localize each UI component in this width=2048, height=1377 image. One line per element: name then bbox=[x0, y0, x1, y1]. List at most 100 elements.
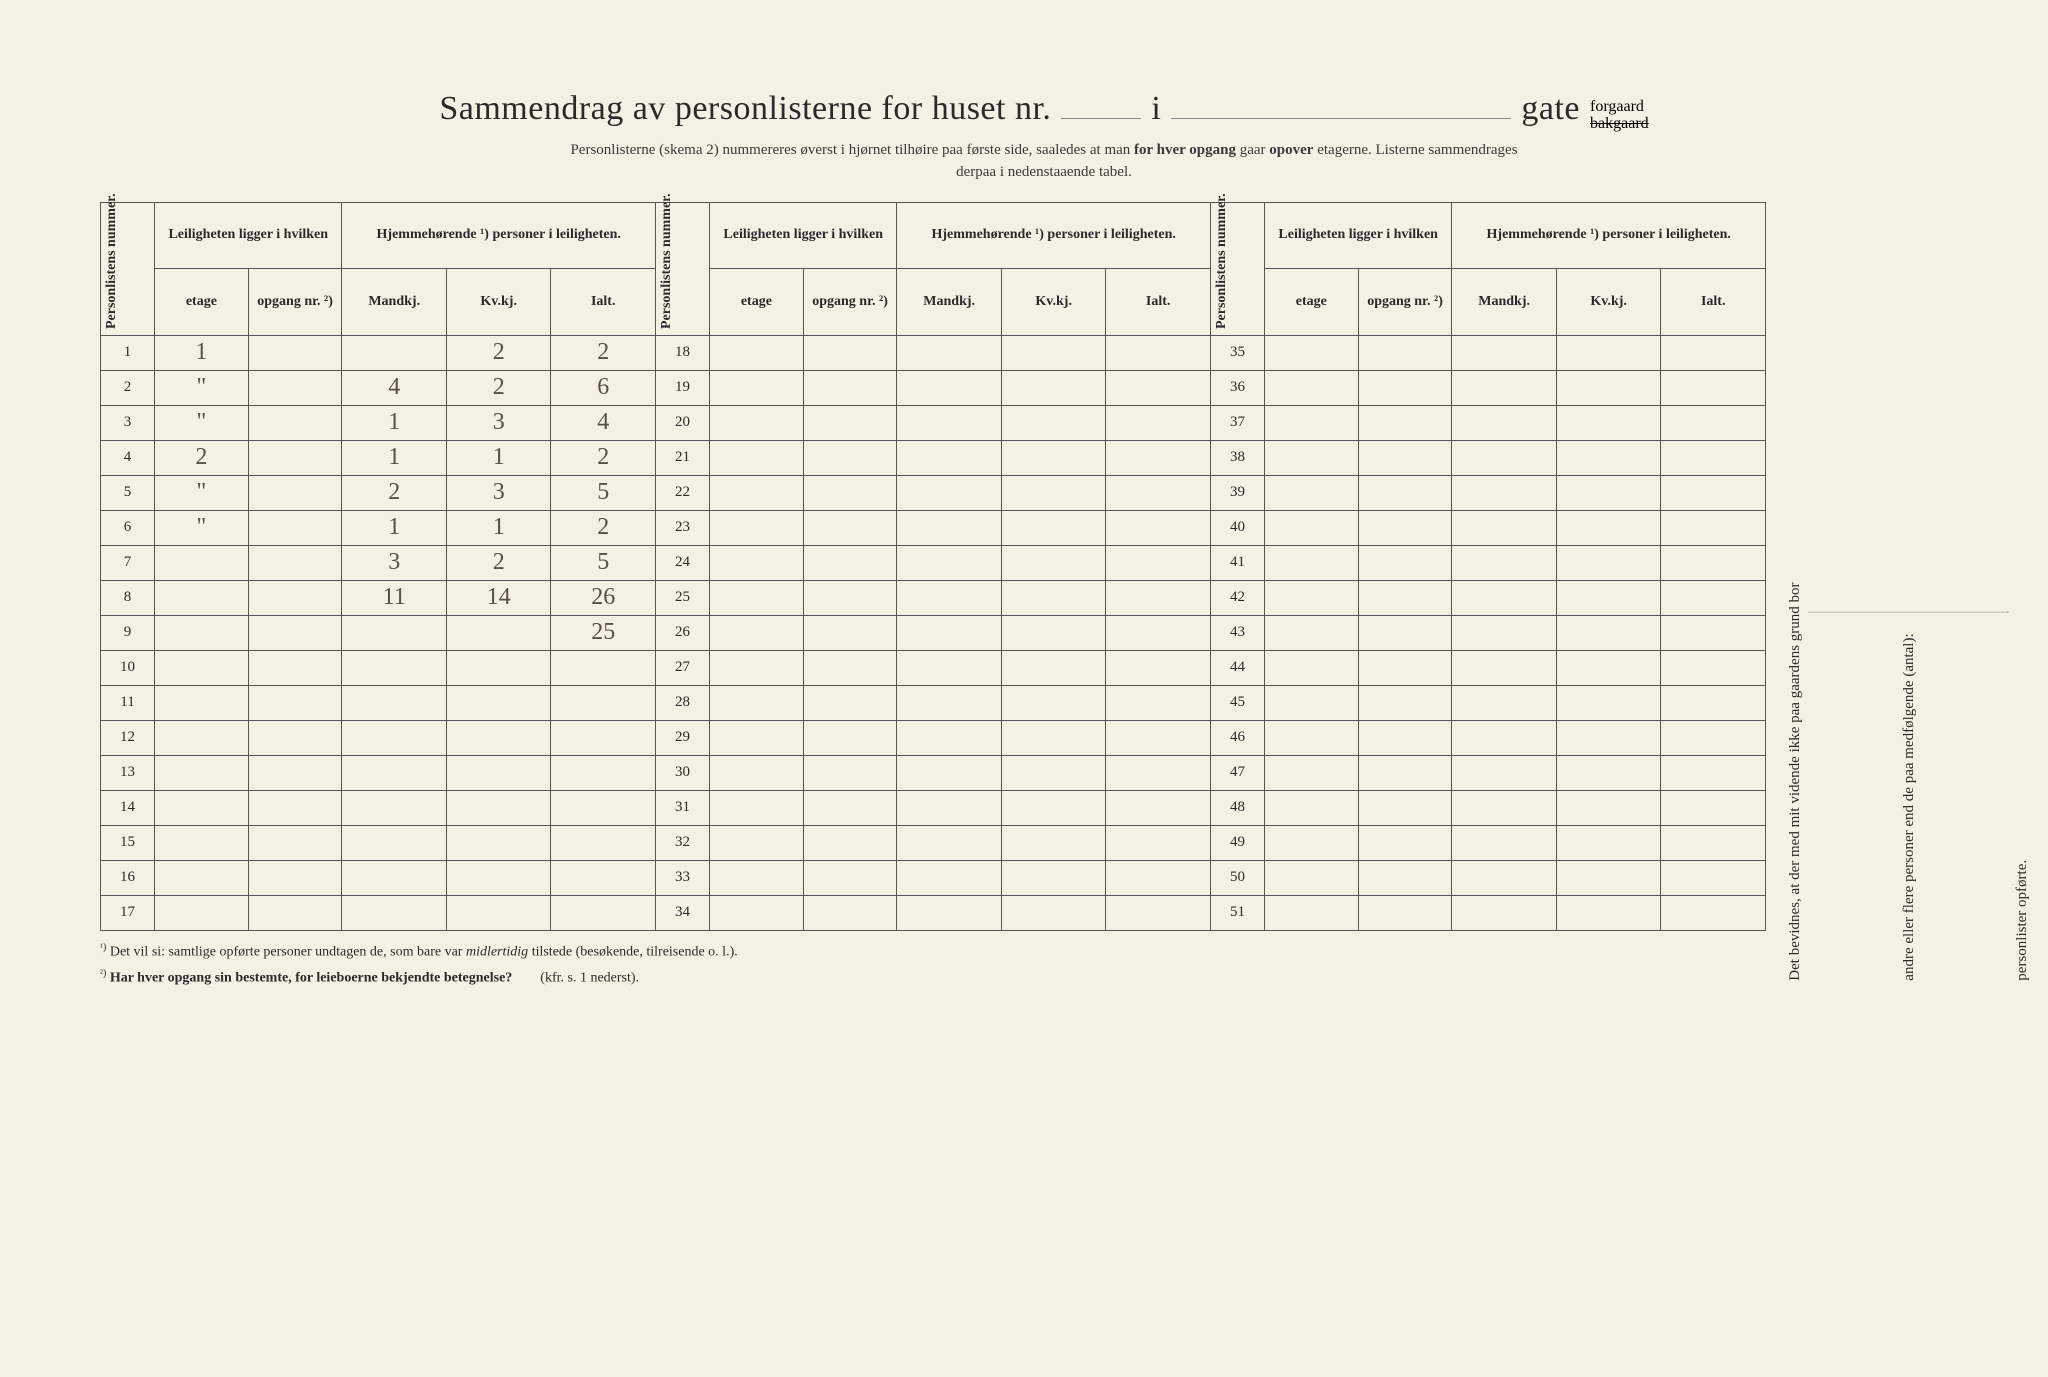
cell bbox=[1661, 860, 1766, 895]
col-personlistens-b: Personlistens nummer. bbox=[655, 202, 709, 335]
cell: 2 bbox=[101, 370, 155, 405]
cell bbox=[248, 720, 342, 755]
col-opgang-c: opgang nr. ²) bbox=[1358, 269, 1452, 336]
cell: 48 bbox=[1210, 790, 1264, 825]
cell: 12 bbox=[101, 720, 155, 755]
cell bbox=[1358, 440, 1452, 475]
gate-suffix: forgaard bakgaard bbox=[1590, 98, 1649, 133]
cell bbox=[342, 685, 447, 720]
cell: 3 bbox=[101, 405, 155, 440]
cell: 27 bbox=[655, 650, 709, 685]
footnote1-b: tilstede (besøkende, tilreisende o. l.). bbox=[532, 945, 738, 960]
cell: 22 bbox=[655, 475, 709, 510]
cell: 4 bbox=[551, 405, 656, 440]
cell bbox=[342, 650, 447, 685]
cell: " bbox=[155, 370, 249, 405]
cell bbox=[803, 720, 897, 755]
cell bbox=[1358, 510, 1452, 545]
cell bbox=[248, 650, 342, 685]
cell bbox=[155, 860, 249, 895]
cell bbox=[710, 405, 804, 440]
cell bbox=[1358, 755, 1452, 790]
table-row: 73252441 bbox=[101, 545, 1766, 580]
cell bbox=[1661, 370, 1766, 405]
col-mandkj-c: Mandkj. bbox=[1452, 269, 1557, 336]
cell bbox=[1001, 650, 1106, 685]
cell bbox=[710, 475, 804, 510]
cell bbox=[710, 755, 804, 790]
cell bbox=[897, 615, 1002, 650]
cell bbox=[446, 895, 551, 930]
table-row: 11221835 bbox=[101, 335, 1766, 370]
cell bbox=[1452, 475, 1557, 510]
cell bbox=[1452, 790, 1557, 825]
content-row: Personlistens nummer. Leiligheten ligger… bbox=[100, 202, 1988, 991]
cell bbox=[342, 825, 447, 860]
col-leiligheten-c: Leiligheten ligger i hvilken bbox=[1264, 202, 1451, 269]
col-ialt-b: Ialt. bbox=[1106, 269, 1211, 336]
cell bbox=[1106, 755, 1211, 790]
cell bbox=[342, 895, 447, 930]
cell bbox=[1661, 510, 1766, 545]
cell: 1 bbox=[342, 440, 447, 475]
cell bbox=[1661, 615, 1766, 650]
cell bbox=[1264, 580, 1358, 615]
footnote2: Har hver opgang sin bestemte, for leiebo… bbox=[110, 970, 512, 985]
census-form-page: Sammendrag av personlisterne for huset n… bbox=[0, 0, 2048, 1377]
cell bbox=[1106, 650, 1211, 685]
cell bbox=[803, 685, 897, 720]
cell bbox=[1661, 755, 1766, 790]
col-ialt-c: Ialt. bbox=[1661, 269, 1766, 336]
attestation-block: Det bevidnes, at der med mit vidende ikk… bbox=[1778, 202, 2048, 991]
cell bbox=[446, 650, 551, 685]
cell bbox=[1001, 895, 1106, 930]
cell: 49 bbox=[1210, 825, 1264, 860]
cell bbox=[1452, 650, 1557, 685]
cell bbox=[897, 895, 1002, 930]
cell bbox=[1358, 790, 1452, 825]
cell bbox=[1661, 895, 1766, 930]
cell bbox=[1661, 650, 1766, 685]
cell bbox=[1264, 370, 1358, 405]
cell: 10 bbox=[101, 650, 155, 685]
cell bbox=[803, 440, 897, 475]
cell bbox=[803, 650, 897, 685]
cell bbox=[1358, 370, 1452, 405]
cell bbox=[1001, 580, 1106, 615]
cell bbox=[1106, 860, 1211, 895]
cell bbox=[1358, 580, 1452, 615]
cell bbox=[1106, 615, 1211, 650]
cell: " bbox=[155, 405, 249, 440]
col-kvkj-a: Kv.kj. bbox=[446, 269, 551, 336]
cell bbox=[342, 615, 447, 650]
cell bbox=[1001, 790, 1106, 825]
cell bbox=[1556, 510, 1661, 545]
cell bbox=[1264, 475, 1358, 510]
cell bbox=[803, 825, 897, 860]
cell bbox=[710, 860, 804, 895]
cell: 8 bbox=[101, 580, 155, 615]
cell bbox=[248, 335, 342, 370]
cell bbox=[446, 790, 551, 825]
cell bbox=[1452, 510, 1557, 545]
cell bbox=[803, 335, 897, 370]
cell bbox=[155, 790, 249, 825]
cell bbox=[1001, 405, 1106, 440]
cell bbox=[710, 685, 804, 720]
cell bbox=[248, 615, 342, 650]
cell: 14 bbox=[446, 580, 551, 615]
cell bbox=[1556, 685, 1661, 720]
cell bbox=[803, 755, 897, 790]
cell bbox=[248, 370, 342, 405]
cell bbox=[897, 545, 1002, 580]
cell bbox=[710, 650, 804, 685]
col-personlistens-a: Personlistens nummer. bbox=[101, 202, 155, 335]
cell bbox=[1661, 440, 1766, 475]
cell bbox=[1264, 755, 1358, 790]
cell bbox=[1556, 335, 1661, 370]
cell bbox=[1106, 545, 1211, 580]
cell: 50 bbox=[1210, 860, 1264, 895]
cell bbox=[803, 405, 897, 440]
cell bbox=[1264, 650, 1358, 685]
cell bbox=[1556, 545, 1661, 580]
